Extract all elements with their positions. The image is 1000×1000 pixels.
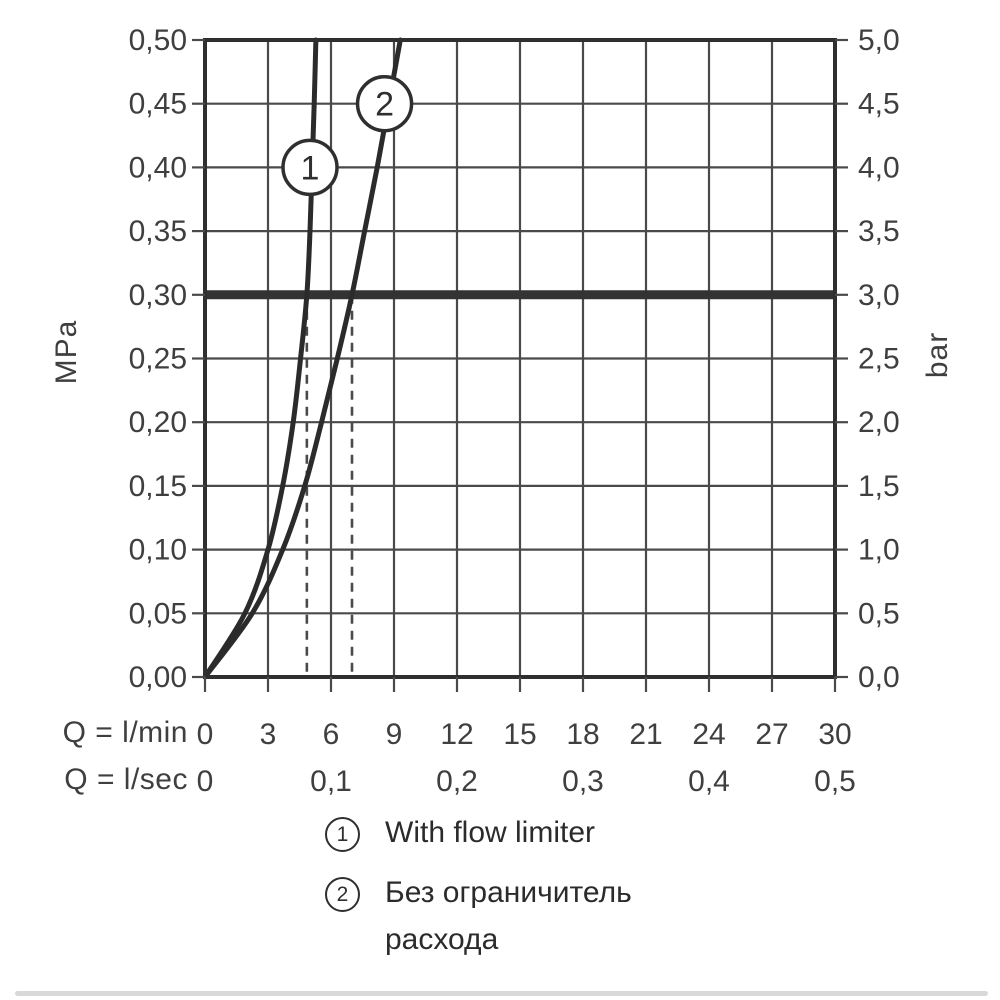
curve-marker-number-2: 2 (375, 86, 394, 124)
x-tick-label-lsec: 0 (197, 765, 214, 798)
x-tick-label-lsec: 0,1 (310, 765, 352, 798)
y-right-tick-label: 3,0 (858, 279, 900, 312)
x-tick-label-lmin: 9 (386, 718, 403, 751)
legend-marker-2-icon: 2 (325, 877, 360, 912)
y-left-tick-label: 0,40 (129, 151, 187, 184)
y-left-tick-label: 0,45 (129, 88, 187, 121)
y-left-tick-label: 0,05 (129, 597, 187, 630)
y-left-tick-label: 0,30 (129, 279, 187, 312)
y-right-tick-label: 2,0 (858, 406, 900, 439)
x-tick-label-lmin: 12 (440, 718, 473, 751)
y-left-tick-label: 0,50 (129, 24, 187, 57)
legend-marker-1-icon: 1 (325, 817, 360, 852)
bottom-divider (15, 991, 988, 996)
y-right-tick-label: 1,5 (858, 470, 900, 503)
y-right-tick-label: 5,0 (858, 24, 900, 57)
y-left-tick-label: 0,25 (129, 343, 187, 376)
y-left-tick-label: 0,20 (129, 406, 187, 439)
x-tick-label-lmin: 24 (692, 718, 725, 751)
y-right-tick-label: 4,0 (858, 151, 900, 184)
x-tick-label-lsec: 0,2 (436, 765, 478, 798)
y-axis-left-unit-label: MPa (50, 319, 83, 385)
x-tick-label-lsec: 0,3 (562, 765, 604, 798)
y-axis-right-unit-label: bar (921, 331, 954, 379)
x-tick-label-lmin: 27 (755, 718, 788, 751)
x-tick-label-lsec: 0,5 (814, 765, 856, 798)
y-left-tick-label: 0,10 (129, 534, 187, 567)
x-tick-label-lmin: 18 (566, 718, 599, 751)
x-axis-label-lmin: Q = l/min (62, 716, 188, 749)
y-left-tick-label: 0,15 (129, 470, 187, 503)
legend-item-without-flow-limiter: 2 Без ограничитель расхода (325, 876, 632, 963)
legend-item-with-flow-limiter: 1 With flow limiter (325, 816, 632, 856)
x-tick-label-lsec: 0,4 (688, 765, 730, 798)
y-right-tick-label: 3,5 (858, 215, 900, 248)
curve-marker-circle-1 (281, 138, 339, 197)
legend-label-2-line2: расхода (385, 923, 499, 956)
y-right-tick-label: 1,0 (858, 534, 900, 567)
y-left-tick-label: 0,35 (129, 215, 187, 248)
x-tick-label-lmin: 6 (323, 718, 340, 751)
y-right-tick-label: 0,5 (858, 597, 900, 630)
x-tick-label-lmin: 30 (818, 718, 851, 751)
y-right-tick-label: 4,5 (858, 88, 900, 121)
legend-label-1: With flow limiter (385, 816, 596, 849)
y-right-tick-label: 2,5 (858, 343, 900, 376)
x-tick-label-lmin: 0 (197, 718, 214, 751)
x-tick-label-lmin: 21 (629, 718, 662, 751)
legend-label-2: Без ограничитель расхода (385, 869, 632, 963)
legend: 1 With flow limiter 2 Без ограничитель р… (325, 816, 632, 963)
x-axis-label-lsec: Q = l/sec (64, 763, 188, 796)
y-left-tick-label: 0,00 (129, 661, 187, 694)
y-right-tick-label: 0,0 (858, 661, 900, 694)
legend-label-2-line1: Без ограничитель (385, 876, 632, 909)
x-tick-label-lmin: 15 (503, 718, 536, 751)
curve-marker-circle-2 (355, 74, 414, 133)
x-tick-label-lmin: 3 (260, 718, 277, 751)
curve-2 (202, 37, 403, 680)
curve-marker-number-1: 1 (301, 149, 320, 187)
